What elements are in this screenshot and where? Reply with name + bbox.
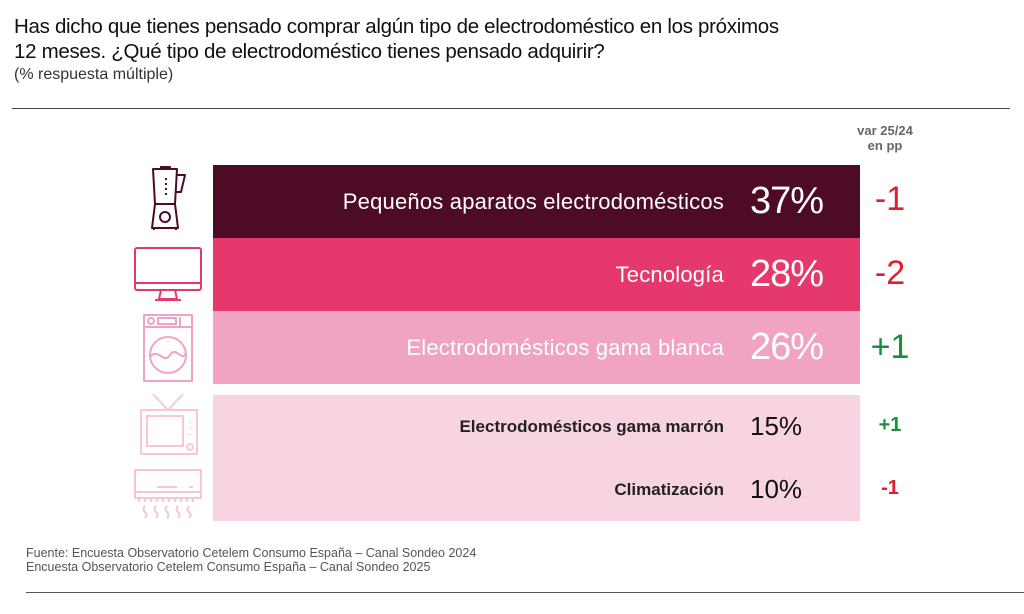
table-row: Climatización 10% [213, 458, 860, 521]
var-header-line-1: var 25/24 [857, 123, 913, 138]
row-label: Pequeños aparatos electrodomésticos [342, 188, 724, 214]
row-label: Climatización [614, 479, 724, 499]
row-label: Tecnología [615, 261, 724, 287]
table-row: Pequeños aparatos electrodomésticos 37% [213, 165, 860, 238]
monitor-icon [128, 246, 208, 306]
air-conditioner-icon [128, 468, 208, 520]
chart-subtitle: (% respuesta múltiple) [14, 66, 174, 83]
row-variation: -2 [874, 254, 906, 292]
row-variation: +1 [870, 328, 910, 366]
top-divider [12, 108, 1010, 109]
tv-icon [128, 392, 208, 458]
table-row: Electrodomésticos gama blanca 26% [213, 311, 860, 384]
row-value: 37% [750, 180, 824, 222]
washing-machine-icon [128, 313, 208, 383]
bottom-divider [26, 592, 1024, 593]
variation-column-header: var 25/24 en pp [842, 123, 928, 153]
var-header-line-2: en pp [867, 138, 903, 153]
source-line-2: Encuesta Observatorio Cetelem Consumo Es… [26, 560, 431, 574]
title-line-1: Has dicho que tienes pensado comprar alg… [14, 15, 779, 38]
row-value: 15% [750, 411, 803, 441]
chart-title: Has dicho que tienes pensado comprar alg… [14, 14, 974, 64]
row-variation: +1 [878, 414, 902, 436]
secondary-rows-background [213, 395, 860, 521]
row-variation: -1 [881, 477, 899, 499]
table-row: Tecnología 28% [213, 238, 860, 311]
row-value: 10% [750, 474, 803, 504]
row-label: Electrodomésticos gama blanca [406, 334, 724, 360]
title-line-2: 12 meses. ¿Qué tipo de electrodoméstico … [14, 40, 605, 63]
source-line-1: Fuente: Encuesta Observatorio Cetelem Co… [26, 546, 477, 560]
blender-icon [128, 166, 208, 234]
row-value: 28% [750, 253, 824, 295]
source-note: Fuente: Encuesta Observatorio Cetelem Co… [26, 546, 476, 574]
row-value: 26% [750, 326, 824, 368]
row-variation: -1 [874, 180, 906, 218]
table-row: Electrodomésticos gama marrón 15% [213, 395, 860, 458]
row-label: Electrodomésticos gama marrón [459, 416, 724, 436]
